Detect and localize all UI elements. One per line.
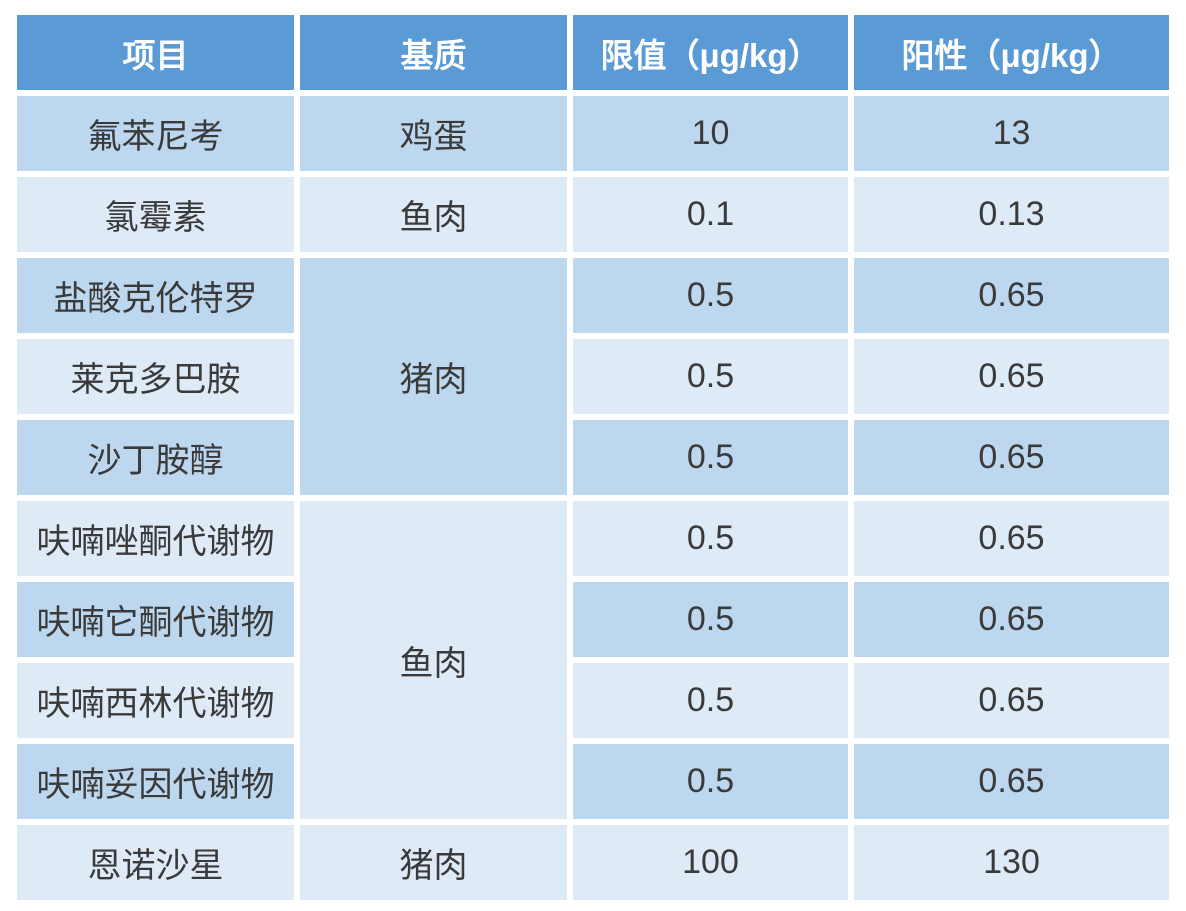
positive-cell: 0.65: [851, 498, 1172, 579]
table-row: 呋喃唑酮代谢物 鱼肉 0.5 0.65: [14, 498, 1172, 822]
limit-cell: 0.5: [570, 660, 851, 741]
table-row: 氯霉素 鱼肉 0.1 0.13: [14, 174, 1172, 255]
item-cell: 呋喃它酮代谢物: [14, 579, 297, 660]
table-row: 氟苯尼考 鸡蛋 10 13: [14, 93, 1172, 174]
limit-cell: 100: [570, 822, 851, 903]
positive-cell: 0.65: [851, 417, 1172, 498]
limit-cell: 0.5: [570, 741, 851, 822]
table-row: 呋喃它酮代谢物 0.5 0.65: [14, 579, 1172, 660]
item-cell: 呋喃妥因代谢物: [14, 741, 297, 822]
matrix-cell: 猪肉: [297, 822, 570, 903]
col-header-item: 项目: [14, 12, 297, 93]
item-cell: 呋喃唑酮代谢物: [14, 498, 297, 579]
residue-limits-table: 项目 基质 限值（μg/kg） 阳性（μg/kg） 氟苯尼考 鸡蛋 10 13 …: [14, 12, 1172, 903]
limit-cell: 0.5: [570, 579, 851, 660]
table-row: 盐酸克伦特罗 猪肉 0.5 0.65: [14, 255, 1172, 498]
positive-cell: 0.65: [851, 741, 1172, 822]
limit-cell: 0.5: [570, 336, 851, 417]
positive-cell: 0.65: [851, 660, 1172, 741]
table-row: 呋喃妥因代谢物 0.5 0.65: [14, 741, 1172, 822]
table-row: 沙丁胺醇 0.5 0.65: [14, 417, 1172, 498]
positive-cell: 130: [851, 822, 1172, 903]
positive-cell: 0.65: [851, 255, 1172, 336]
limit-cell: 10: [570, 93, 851, 174]
positive-cell: 13: [851, 93, 1172, 174]
limit-cell: 0.1: [570, 174, 851, 255]
item-cell: 莱克多巴胺: [14, 336, 297, 417]
limit-cell: 0.5: [570, 417, 851, 498]
item-cell: 氯霉素: [14, 174, 297, 255]
col-header-matrix: 基质: [297, 12, 570, 93]
limit-cell: 0.5: [570, 255, 851, 336]
matrix-cell-merged-fish: 鱼肉: [297, 498, 570, 822]
col-header-limit: 限值（μg/kg）: [570, 12, 851, 93]
table-row: 莱克多巴胺 0.5 0.65: [14, 336, 1172, 417]
matrix-cell: 鸡蛋: [297, 93, 570, 174]
col-header-positive: 阳性（μg/kg）: [851, 12, 1172, 93]
item-cell: 盐酸克伦特罗: [14, 255, 297, 336]
item-cell: 恩诺沙星: [14, 822, 297, 903]
limit-cell: 0.5: [570, 498, 851, 579]
matrix-cell: 鱼肉: [297, 174, 570, 255]
table-row: 呋喃西林代谢物 0.5 0.65: [14, 660, 1172, 741]
table-row: 恩诺沙星 猪肉 100 130: [14, 822, 1172, 903]
item-cell: 氟苯尼考: [14, 93, 297, 174]
header-row: 项目 基质 限值（μg/kg） 阳性（μg/kg）: [14, 12, 1172, 93]
positive-cell: 0.65: [851, 336, 1172, 417]
item-cell: 呋喃西林代谢物: [14, 660, 297, 741]
matrix-cell-merged-pork: 猪肉: [297, 255, 570, 498]
positive-cell: 0.65: [851, 579, 1172, 660]
positive-cell: 0.13: [851, 174, 1172, 255]
item-cell: 沙丁胺醇: [14, 417, 297, 498]
